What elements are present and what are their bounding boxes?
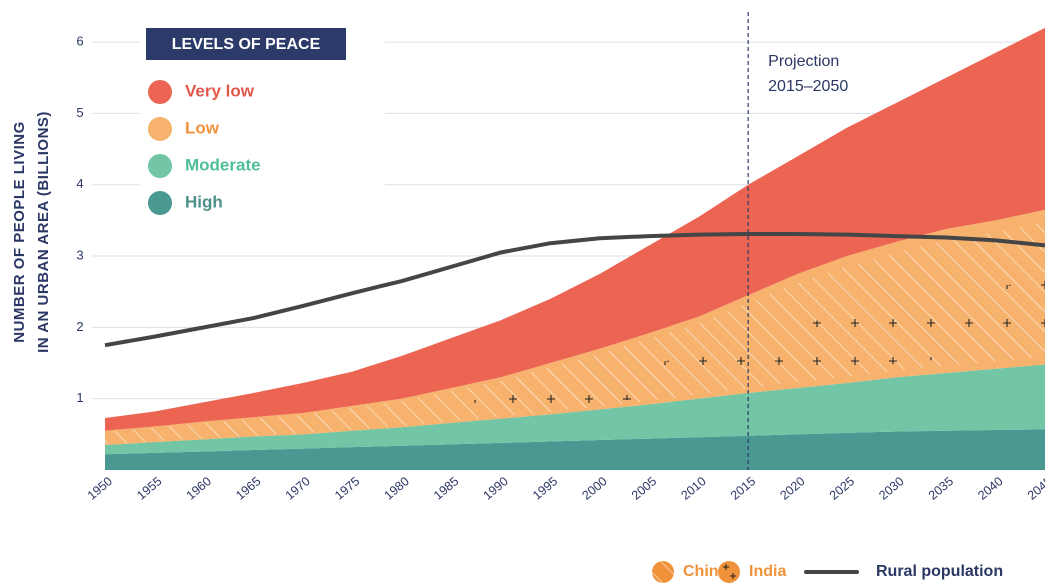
legend-title: LEVELS OF PEACE	[172, 36, 321, 53]
y-axis-title: IN AN URBAN AREA (BILLIONS)	[35, 111, 52, 353]
legend-swatch	[652, 561, 674, 583]
x-tick-label: 2030	[876, 474, 906, 503]
area	[105, 364, 1045, 455]
y-tick-label: 4	[76, 176, 83, 191]
x-tick-label: 1950	[85, 474, 115, 503]
legend-swatch	[718, 561, 740, 583]
y-tick-label: 1	[76, 390, 83, 405]
legend-label: Low	[185, 118, 220, 137]
x-tick-label: 1980	[382, 474, 412, 503]
areas	[105, 27, 1045, 470]
x-tick-label: 2015	[728, 474, 758, 503]
india-pattern	[352, 279, 1045, 429]
area	[105, 429, 1045, 470]
area	[105, 27, 1045, 431]
legend-swatch	[148, 191, 172, 215]
y-tick-label: 3	[76, 247, 83, 262]
y-tick-label: 2	[76, 319, 83, 334]
projection-label: Projection	[768, 53, 839, 70]
x-tick-label: 1995	[530, 474, 560, 503]
x-tick-label: 2010	[678, 474, 708, 503]
legend-swatch	[148, 117, 172, 141]
x-tick-label: 1965	[233, 474, 263, 503]
x-tick-label: 2040	[975, 474, 1005, 503]
legend-label: High	[185, 192, 223, 211]
x-tick-label: 1955	[134, 474, 164, 503]
x-tick-label: 1990	[481, 474, 511, 503]
x-tick-label: 2025	[827, 474, 857, 503]
x-tick-label: 2045	[1025, 474, 1045, 503]
projection-label: 2015–2050	[768, 78, 848, 95]
legend-label: Rural population	[876, 563, 1003, 580]
x-tick-label: 2005	[629, 474, 659, 503]
x-tick-label: 1985	[431, 474, 461, 503]
x-tick-label: 1960	[184, 474, 214, 503]
y-tick-label: 5	[76, 105, 83, 120]
x-tick-label: 2020	[777, 474, 807, 503]
area	[105, 209, 1045, 446]
legend-title-box	[146, 28, 346, 60]
legend-label: Moderate	[185, 155, 261, 174]
legend-label: China	[683, 563, 728, 580]
y-tick-label: 6	[76, 34, 83, 49]
x-tick-label: 1975	[332, 474, 362, 503]
x-tick-label: 2000	[579, 474, 609, 503]
x-tick-label: 2035	[926, 474, 956, 503]
rural-line	[104, 231, 1045, 348]
legend-swatch	[148, 154, 172, 178]
legend-swatch	[723, 564, 736, 579]
legend-swatch	[148, 80, 172, 104]
x-tick-label: 1970	[283, 474, 313, 503]
legend-label: India	[749, 563, 786, 580]
legend-label: Very low	[185, 81, 255, 100]
y-axis-title: NUMBER OF PEOPLE LIVING	[11, 121, 28, 343]
